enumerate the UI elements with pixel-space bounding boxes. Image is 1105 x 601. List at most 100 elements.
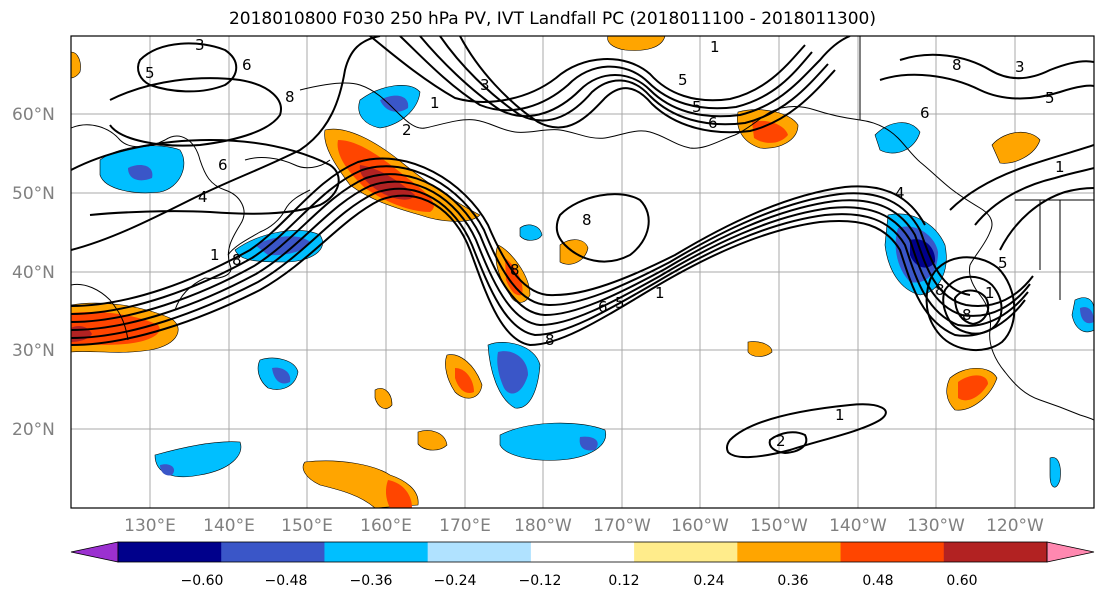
colorbar-frame bbox=[117, 541, 1048, 563]
colorbar-segment bbox=[943, 542, 1048, 562]
plot-frame bbox=[70, 35, 1095, 509]
anomaly-patch-subtropic-negative-core bbox=[579, 436, 598, 451]
colorbar-segment bbox=[221, 542, 325, 562]
lon-label: 160°W bbox=[671, 516, 729, 536]
anomaly-patch-gulf-positive-core bbox=[752, 120, 788, 143]
pv-contour bbox=[953, 289, 990, 326]
anomaly-patch-arctic-positive bbox=[607, 36, 666, 51]
contour-label: 4 bbox=[895, 184, 905, 202]
lon-label: 140°W bbox=[829, 516, 887, 536]
pv-contours bbox=[71, 36, 1094, 459]
anomaly-patch-small-positive-1 bbox=[417, 430, 448, 451]
colorbar-extension-high bbox=[1046, 541, 1095, 563]
anomaly-patch-subtropic-negative bbox=[499, 422, 607, 461]
pv-contour bbox=[999, 187, 1094, 251]
pv-contour bbox=[109, 77, 282, 147]
pv-contour bbox=[879, 73, 1094, 100]
anomaly-patch-central-negative-core bbox=[497, 351, 528, 394]
lon-label: 170°E bbox=[439, 516, 491, 536]
lon-label: 170°W bbox=[593, 516, 651, 536]
pv-contour bbox=[555, 193, 650, 263]
pv-contour bbox=[925, 256, 1016, 352]
contour-label: 2 bbox=[776, 432, 786, 450]
anomaly-patch-small-negative-west bbox=[519, 224, 543, 241]
contour-label: 1 bbox=[210, 246, 220, 264]
colorbar-tick-label: 0.48 bbox=[862, 573, 893, 589]
contour-label: 6 bbox=[242, 56, 252, 74]
pv-contour bbox=[71, 194, 1026, 347]
pv-contour bbox=[768, 431, 808, 455]
pv-contour bbox=[369, 36, 806, 103]
colorbar-tick-label: −0.12 bbox=[519, 573, 562, 589]
lon-label: 130°E bbox=[124, 516, 176, 536]
contour-label: 1 bbox=[835, 406, 845, 424]
colorbar-segment bbox=[737, 542, 842, 562]
ivt-anomaly-fill bbox=[71, 36, 1094, 508]
contour-label: 1 bbox=[1055, 158, 1065, 176]
contour-label: 6 bbox=[218, 156, 228, 174]
anomaly-patch-hawaii-small-positive bbox=[747, 341, 773, 357]
contour-label: 1 bbox=[655, 284, 665, 302]
pv-contour bbox=[439, 36, 829, 126]
contour-label: 1 bbox=[985, 284, 995, 302]
colorbar-tick-label: 0.60 bbox=[946, 573, 977, 589]
colorbar-segment bbox=[324, 542, 429, 562]
lon-label: 160°E bbox=[360, 516, 412, 536]
pv-contour bbox=[949, 144, 1094, 211]
colorbar-segment bbox=[427, 542, 532, 562]
colorbar-segment bbox=[530, 542, 635, 562]
contour-label: 1 bbox=[430, 94, 440, 112]
lon-label: 150°E bbox=[281, 516, 333, 536]
anomaly-patch-bc-positive bbox=[991, 132, 1041, 164]
lat-label: 30°N bbox=[12, 341, 55, 361]
pv-contour bbox=[71, 138, 340, 216]
contour-label: 6 bbox=[920, 104, 930, 122]
contour-label: 3 bbox=[195, 36, 205, 54]
contour-label: 3 bbox=[480, 76, 490, 94]
colorbar-tick-label: 0.36 bbox=[777, 573, 808, 589]
pv-contour bbox=[899, 53, 1094, 80]
anomaly-patch-bering-negative-core bbox=[380, 95, 409, 112]
pv-contour bbox=[942, 275, 1003, 335]
map-title: 2018010800 F030 250 hPa PV, IVT Landfall… bbox=[228, 9, 876, 29]
colorbar bbox=[70, 541, 1095, 563]
contour-label: 8 bbox=[935, 281, 945, 299]
contour-label: 5 bbox=[692, 98, 702, 116]
contour-label: 8 bbox=[952, 56, 962, 74]
anomaly-patch-siberia-negative-core bbox=[128, 165, 153, 181]
lon-label: 120°W bbox=[986, 516, 1044, 536]
colorbar-segment bbox=[634, 542, 738, 562]
pv-contour bbox=[71, 173, 1034, 323]
contour-label: 5 bbox=[998, 254, 1008, 272]
colorbar-tick-labels: −0.60 −0.48 −0.36 −0.24 −0.12 0.12 0.24 … bbox=[181, 573, 978, 589]
contour-label: 8 bbox=[510, 261, 520, 279]
pv-contour bbox=[71, 157, 926, 307]
lon-label: 130°W bbox=[907, 516, 965, 536]
lat-label: 20°N bbox=[12, 420, 55, 440]
contour-label: 5 bbox=[615, 294, 625, 312]
contour-label: 2 bbox=[402, 121, 412, 139]
lat-label: 40°N bbox=[12, 263, 55, 283]
pv-contour bbox=[459, 36, 836, 134]
anomaly-patch-hawaii-negative-core bbox=[272, 367, 291, 384]
lon-labels: 130°E 140°E 150°E 160°E 170°E 180°W 170°… bbox=[124, 516, 1044, 536]
contour-label: 3 bbox=[1015, 58, 1025, 76]
colorbar-tick-label: −0.48 bbox=[265, 573, 308, 589]
contour-label: 8 bbox=[582, 211, 592, 229]
contour-label: 8 bbox=[545, 331, 555, 349]
lon-label: 180°W bbox=[514, 516, 572, 536]
pv-contour bbox=[725, 403, 887, 459]
contour-label: 8 bbox=[232, 251, 242, 269]
pv-contour bbox=[399, 36, 813, 112]
anomaly-patch-baja-negative-core bbox=[1080, 307, 1094, 324]
lat-labels: 60°N 50°N 40°N 30°N 20°N bbox=[12, 105, 55, 440]
contour-label: 6 bbox=[708, 114, 718, 132]
anomaly-patch-california-positive-core bbox=[958, 375, 988, 401]
colorbar-tick-label: −0.36 bbox=[350, 573, 393, 589]
colorbar-tick-label: 0.12 bbox=[608, 573, 639, 589]
anomaly-patch-tropic-positive-core bbox=[385, 480, 412, 508]
contour-label: 5 bbox=[145, 64, 155, 82]
contour-label: 6 bbox=[598, 298, 608, 316]
lon-label: 150°W bbox=[750, 516, 808, 536]
